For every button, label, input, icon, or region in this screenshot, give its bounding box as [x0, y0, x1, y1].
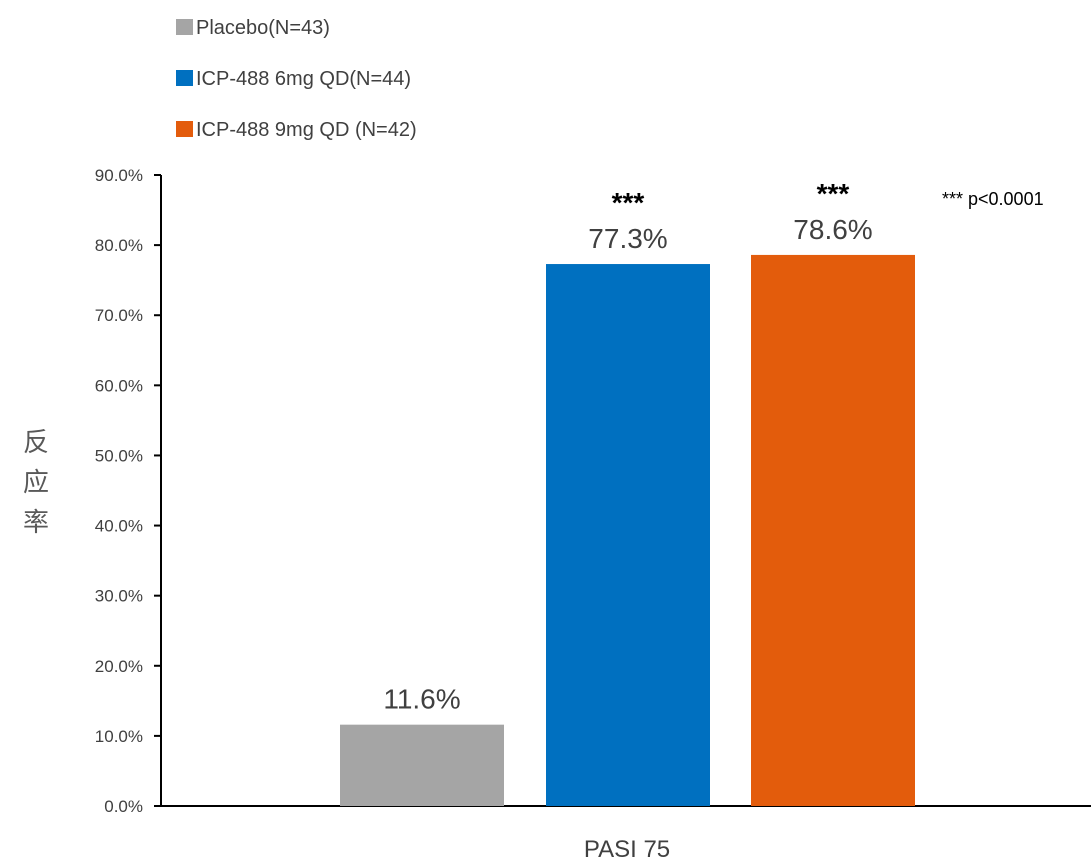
legend: Placebo(N=43) ICP-488 6mg QD(N=44) ICP-488…	[176, 17, 417, 141]
data-label: 11.6%	[383, 684, 460, 715]
y-tick-label: 80.0%	[95, 236, 143, 255]
data-label: 78.6%	[793, 214, 872, 245]
legend-label: ICP-488 6mg QD(N=44)	[196, 68, 411, 90]
y-tick-label: 20.0%	[95, 657, 143, 676]
y-axis: 0.0% 10.0% 20.0% 30.0% 40.0% 50.0% 60.0% 70.0% 8…	[95, 166, 162, 816]
y-tick-label: 50.0%	[95, 446, 143, 465]
legend-swatch	[176, 19, 193, 35]
y-tick-label: 60.0%	[95, 376, 143, 395]
y-tick-label: 0.0%	[104, 797, 143, 816]
bars: 11.6% 77.3% *** 78.6% ***	[340, 178, 915, 807]
y-tick-label: 30.0%	[95, 587, 143, 606]
y-axis-label-char: 率	[23, 508, 49, 538]
legend-swatch	[176, 70, 193, 86]
bar	[546, 264, 710, 806]
y-axis-label-char: 应	[23, 468, 49, 498]
y-tick-label: 10.0%	[95, 727, 143, 746]
y-tick-label: 70.0%	[95, 306, 143, 325]
y-axis-label: 反应率	[23, 428, 49, 538]
bar	[751, 254, 915, 807]
significance-stars: ***	[612, 187, 645, 218]
significance-note: *** p<0.0001	[942, 189, 1044, 209]
legend-label: Placebo(N=43)	[196, 17, 330, 39]
bar	[340, 724, 504, 806]
category-labels: PASI 75	[584, 836, 670, 863]
y-axis-label-char: 反	[23, 428, 49, 458]
y-tick-label: 90.0%	[95, 166, 143, 185]
data-label: 77.3%	[588, 223, 667, 254]
significance-stars: ***	[817, 178, 850, 209]
x-category-label: PASI 75	[584, 836, 670, 863]
legend-swatch	[176, 121, 193, 137]
legend-label: ICP-488 9mg QD (N=42)	[196, 119, 417, 141]
y-tick-label: 40.0%	[95, 517, 143, 536]
